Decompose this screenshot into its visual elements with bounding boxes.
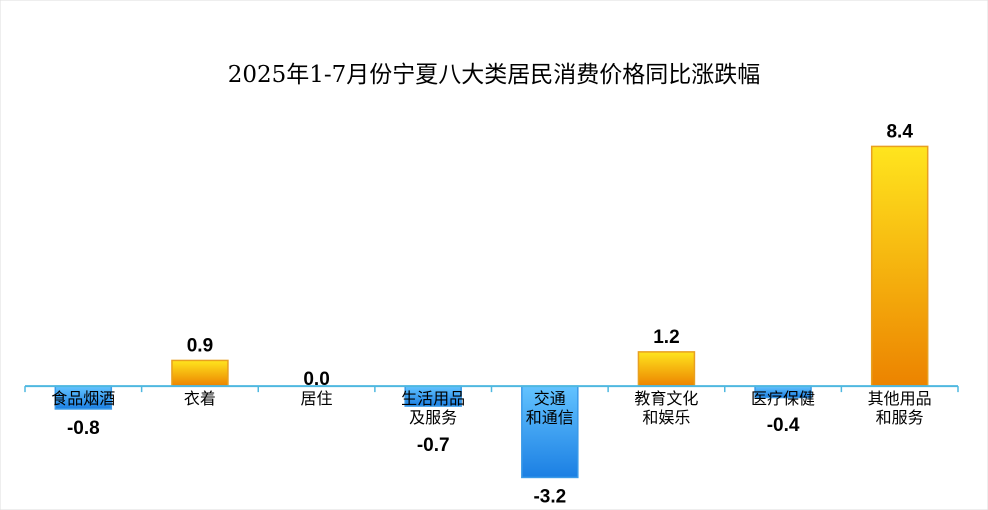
x-tick-label: 交通和通信 bbox=[526, 389, 574, 427]
x-tick-label: 食品烟酒 bbox=[51, 389, 115, 408]
x-tick-label: 衣着 bbox=[184, 389, 216, 408]
bars bbox=[54, 145, 929, 479]
labels: 食品烟酒 -0.8 衣着 0.9 居住0.0 生活用品及服务 -0.7 交通和通信 -3.2 教育… bbox=[51, 121, 931, 507]
value-label: 1.2 bbox=[653, 327, 679, 348]
value-label: 8.4 bbox=[886, 121, 913, 142]
value-label: 0.0 bbox=[303, 369, 329, 390]
x-tick-label: 医疗保健 bbox=[751, 389, 815, 408]
value-label: -0.7 bbox=[417, 435, 450, 456]
bar bbox=[870, 145, 929, 387]
x-tick-label: 其他用品和服务 bbox=[868, 389, 932, 427]
value-label: -0.8 bbox=[67, 418, 100, 439]
value-label: -3.2 bbox=[533, 486, 566, 507]
x-tick-label: 生活用品及服务 bbox=[401, 389, 465, 427]
bar bbox=[171, 359, 229, 387]
value-label: -0.4 bbox=[767, 415, 800, 436]
x-tick-label: 居住 bbox=[301, 389, 333, 408]
bar bbox=[521, 385, 579, 479]
x-tick-label: 教育文化和娱乐 bbox=[634, 389, 698, 427]
chart-title: 2025年1-7月份宁夏八大类居民消费价格同比涨跌幅 bbox=[228, 62, 761, 88]
value-label: 0.9 bbox=[187, 335, 213, 356]
bar bbox=[637, 351, 696, 387]
